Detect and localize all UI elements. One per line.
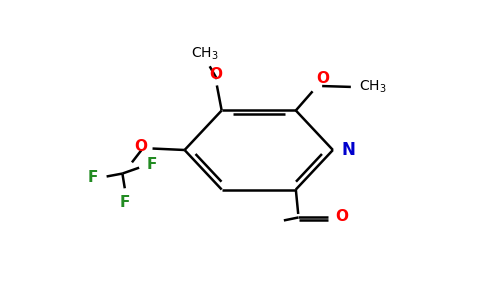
Text: CH$_3$: CH$_3$ bbox=[359, 78, 387, 94]
Text: F: F bbox=[120, 195, 130, 210]
Text: N: N bbox=[342, 141, 355, 159]
Text: CH$_3$: CH$_3$ bbox=[191, 46, 219, 62]
Text: F: F bbox=[146, 157, 157, 172]
Text: F: F bbox=[88, 170, 98, 185]
Text: O: O bbox=[210, 67, 223, 82]
Text: O: O bbox=[135, 139, 148, 154]
Text: O: O bbox=[335, 209, 348, 224]
Text: O: O bbox=[316, 71, 329, 86]
